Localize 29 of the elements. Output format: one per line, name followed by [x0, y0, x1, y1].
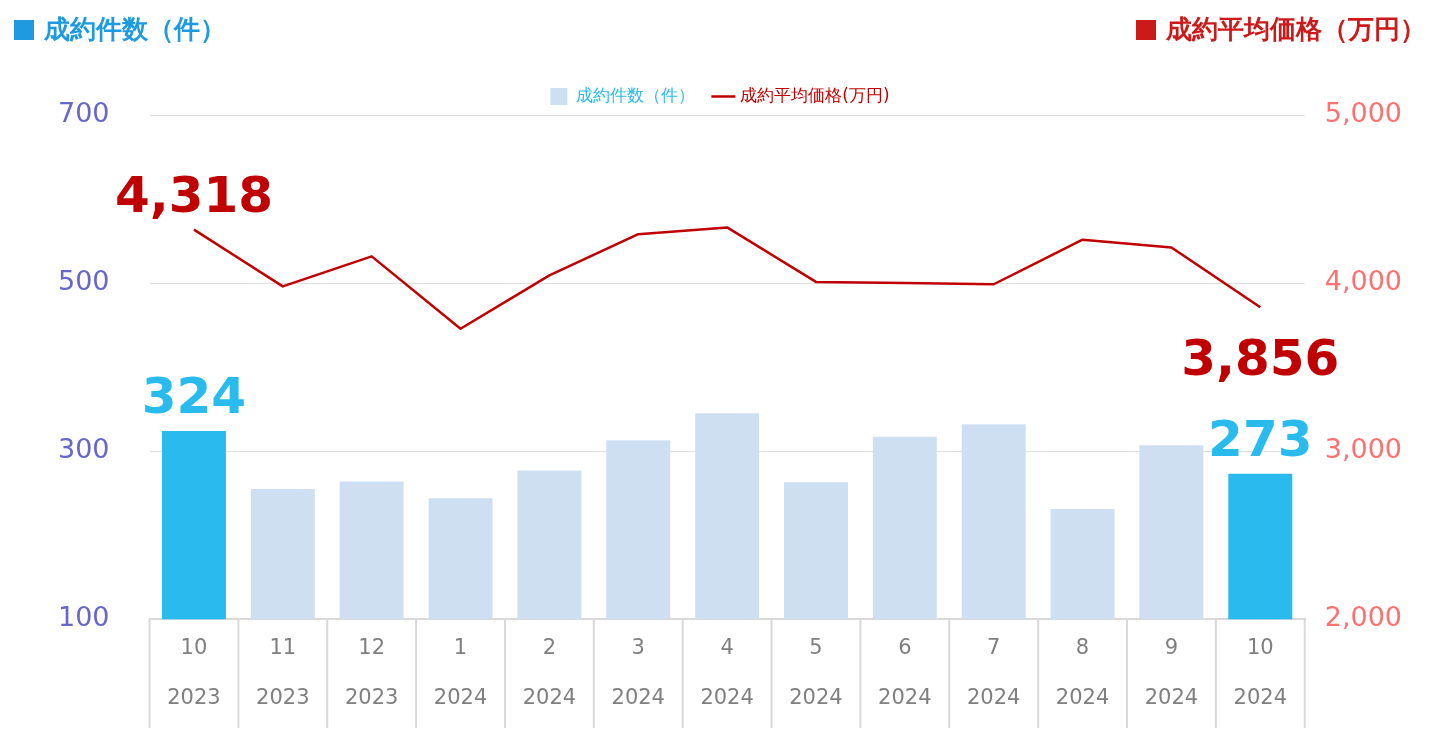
y2-tick-label: 2,000: [1324, 601, 1402, 633]
y-tick-label: 700: [57, 97, 110, 129]
legend-label: 成約平均価格(万円): [740, 84, 890, 105]
y-axis-title: 成約件数（件）: [44, 13, 226, 46]
y2-tick-label: 4,000: [1324, 265, 1402, 297]
category-label: 10 2023: [167, 634, 221, 710]
category-label: 4 2024: [700, 634, 754, 710]
data-label: 3,856: [1181, 329, 1340, 388]
y-tick-label: 500: [57, 265, 110, 297]
category-label: 11 2023: [256, 634, 310, 710]
category-label: 10 2024: [1233, 634, 1287, 710]
category-label: 7 2024: [966, 634, 1021, 710]
y2-axis-title: 成約平均価格（万円）: [1166, 13, 1426, 46]
category-label: 1 2024: [433, 634, 488, 710]
data-label: 273: [1208, 409, 1313, 468]
y2-tick-label: 3,000: [1324, 433, 1402, 465]
y-tick-label: 100: [57, 601, 110, 633]
category-label: 5 2024: [789, 634, 843, 710]
category-label: 9 2024: [1144, 634, 1199, 710]
category-label: 2 2024: [522, 634, 577, 710]
y2-tick-label: 5,000: [1324, 97, 1402, 129]
category-label: 12 2023: [344, 634, 399, 710]
data-label: 4,318: [114, 165, 274, 224]
category-label: 8 2024: [1055, 634, 1110, 710]
category-label: 6 2024: [878, 634, 932, 710]
category-label: 3 2024: [611, 634, 665, 710]
data-label: 324: [141, 366, 247, 425]
legend-label: 成約件数（件）: [575, 84, 695, 105]
y-tick-label: 300: [57, 433, 110, 465]
